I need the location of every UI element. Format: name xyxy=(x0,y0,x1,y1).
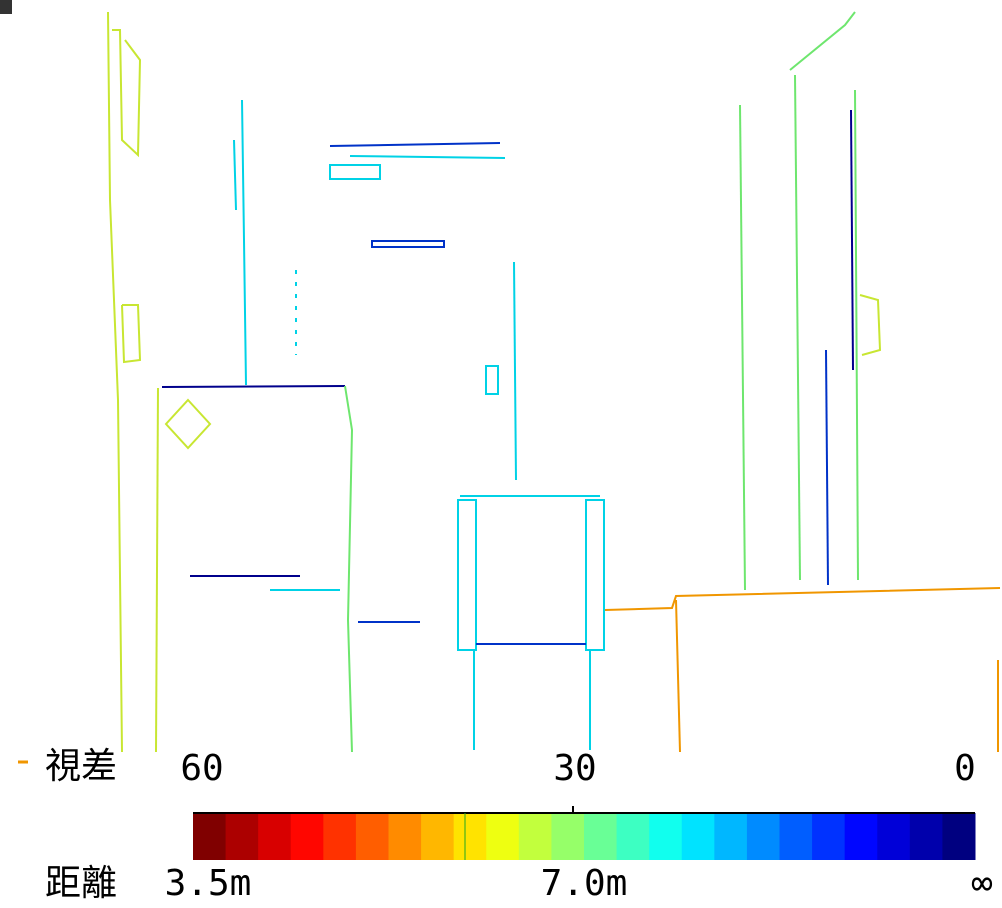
bar-segment xyxy=(682,813,715,860)
bar-segment xyxy=(942,813,975,860)
edge xyxy=(234,140,236,210)
distance-tick: 7.0m xyxy=(541,863,628,904)
bar-segment xyxy=(812,813,845,860)
bar-segment xyxy=(226,813,259,860)
bar-segment xyxy=(910,813,943,860)
edge xyxy=(458,500,476,650)
bar-segment xyxy=(291,813,324,860)
edge xyxy=(345,386,352,752)
edge xyxy=(166,400,210,448)
edge xyxy=(851,110,853,370)
bar-segment xyxy=(780,813,813,860)
edge xyxy=(826,350,828,585)
bar-segment xyxy=(584,813,617,860)
page: {"legend": {"disparity_label": "視差", "di… xyxy=(0,0,1002,908)
edge xyxy=(122,305,140,362)
corner-marker xyxy=(0,0,12,14)
edge xyxy=(108,12,122,752)
bar-segment xyxy=(389,813,422,860)
bar-segment xyxy=(421,813,454,860)
bar-segment xyxy=(877,813,910,860)
bar-segment xyxy=(519,813,552,860)
bar-segment xyxy=(323,813,356,860)
disparity-view: 視差 60 30 0 距離 3.5m 7.0m ∞ xyxy=(0,0,1002,908)
edge xyxy=(350,156,505,158)
bar-segment xyxy=(617,813,650,860)
disparity-tick: 0 xyxy=(954,748,976,789)
distance-tick: 3.5m xyxy=(165,863,252,904)
disparity-tick: 60 xyxy=(180,748,223,789)
edge xyxy=(330,143,500,146)
bar-segment xyxy=(356,813,389,860)
bar-segment xyxy=(551,813,584,860)
distance-label: 距離 xyxy=(45,863,117,904)
bar-segment xyxy=(486,813,519,860)
edge xyxy=(372,241,444,247)
edge xyxy=(112,30,140,155)
bar-segment xyxy=(747,813,780,860)
bar-segment xyxy=(714,813,747,860)
disparity-label: 視差 xyxy=(45,746,117,787)
edge xyxy=(486,366,498,394)
edge xyxy=(860,295,880,355)
edge xyxy=(162,386,345,387)
bar-segment xyxy=(454,813,487,860)
edge xyxy=(330,165,380,179)
bar-segment xyxy=(258,813,291,860)
edge xyxy=(586,500,604,650)
bar-segment xyxy=(845,813,878,860)
bar-segment xyxy=(649,813,682,860)
edge xyxy=(156,388,158,752)
edge xyxy=(855,90,858,580)
edge xyxy=(790,12,855,70)
color-bar xyxy=(193,813,976,860)
disparity-tick: 30 xyxy=(553,748,596,789)
edge xyxy=(514,262,516,480)
edge xyxy=(740,105,745,590)
edge-map xyxy=(108,12,1000,752)
edge xyxy=(676,600,680,752)
distance-tick: ∞ xyxy=(971,863,993,904)
edge xyxy=(605,588,1000,610)
edge xyxy=(242,100,246,385)
bar-segment xyxy=(193,813,226,860)
edge xyxy=(795,75,800,580)
